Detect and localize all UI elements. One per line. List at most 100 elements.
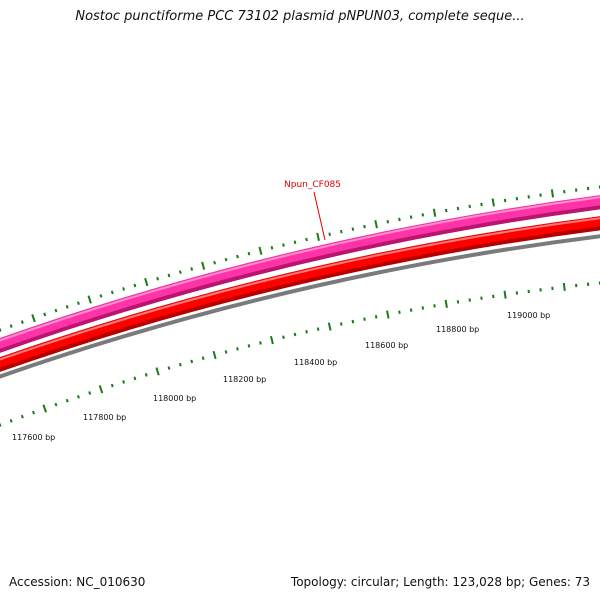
- minor-tick: [32, 410, 36, 415]
- major-tick: [386, 310, 390, 319]
- minor-tick: [374, 315, 378, 319]
- minor-tick: [351, 319, 355, 324]
- minor-tick: [468, 204, 471, 209]
- minor-tick: [363, 317, 366, 321]
- tick-label: 118200 bp: [223, 375, 266, 384]
- minor-tick: [122, 380, 126, 384]
- major-tick: [87, 295, 92, 304]
- minor-tick: [480, 202, 483, 207]
- accession-text: Accession: NC_010630: [9, 575, 146, 589]
- minor-tick: [421, 306, 425, 310]
- minor-tick: [167, 273, 171, 278]
- minor-tick: [363, 224, 366, 229]
- gene-track-red[interactable]: [0, 216, 600, 368]
- major-tick: [42, 404, 48, 413]
- minor-tick: [178, 362, 182, 367]
- minor-tick: [339, 322, 343, 326]
- minor-tick: [259, 341, 262, 345]
- minor-tick: [398, 310, 401, 315]
- minor-tick: [54, 308, 58, 313]
- tick-label: 117600 bp: [12, 433, 55, 442]
- minor-tick: [122, 287, 126, 291]
- minor-tick: [201, 356, 205, 361]
- gene-track-red-highlight: [0, 217, 600, 361]
- minor-tick: [456, 300, 460, 304]
- minor-tick: [293, 240, 297, 245]
- minor-tick: [328, 232, 332, 236]
- minor-tick: [110, 290, 114, 295]
- gene-track-pink[interactable]: [0, 195, 600, 349]
- map-title: Nostoc punctiforme PCC 73102 plasmid pNP…: [75, 9, 525, 24]
- minor-tick: [468, 298, 471, 302]
- minor-tick: [0, 328, 2, 332]
- major-tick: [550, 189, 554, 198]
- minor-tick: [54, 402, 58, 407]
- minor-tick: [270, 246, 274, 250]
- minor-tick: [9, 418, 13, 423]
- outer-ticks: [0, 185, 600, 332]
- tick-label: 118600 bp: [365, 341, 408, 350]
- gene-label-npun-cf085[interactable]: Npun_CF085: [284, 180, 341, 190]
- major-tick: [327, 322, 332, 331]
- minor-tick: [236, 254, 239, 259]
- minor-tick: [0, 423, 2, 427]
- major-tick: [258, 246, 263, 255]
- tick-label: 118000 bp: [153, 394, 196, 403]
- minor-tick: [65, 398, 69, 403]
- major-tick: [212, 350, 217, 360]
- minor-tick: [144, 373, 148, 377]
- minor-tick: [503, 198, 507, 203]
- minor-tick: [282, 335, 285, 340]
- summary-text: Topology: circular; Length: 123,028 bp; …: [290, 575, 590, 589]
- minor-tick: [236, 347, 239, 351]
- minor-tick: [167, 366, 171, 370]
- minor-tick: [247, 344, 251, 348]
- minor-tick: [133, 283, 137, 288]
- minor-tick: [156, 276, 160, 281]
- minor-tick: [20, 414, 24, 419]
- inner-ticks: [0, 281, 600, 427]
- minor-tick: [293, 332, 297, 337]
- minor-tick: [247, 251, 251, 256]
- major-tick: [562, 282, 566, 292]
- minor-tick: [444, 208, 448, 213]
- major-tick: [444, 299, 448, 308]
- minor-tick: [421, 213, 425, 217]
- major-tick: [374, 220, 378, 229]
- minor-tick: [305, 237, 308, 242]
- major-tick: [316, 232, 320, 241]
- minor-tick: [456, 206, 460, 211]
- tick-label: 117800 bp: [83, 413, 126, 422]
- gene-track-pink-highlight: [0, 196, 600, 342]
- minor-tick: [305, 330, 308, 334]
- major-tick: [503, 290, 507, 299]
- major-tick: [155, 367, 160, 376]
- major-tick: [98, 385, 104, 394]
- minor-tick: [99, 294, 103, 298]
- minor-tick: [65, 305, 69, 309]
- gene-label-leader-line: [313, 191, 326, 241]
- minor-tick: [76, 301, 80, 306]
- minor-tick: [339, 229, 343, 234]
- major-tick: [31, 314, 36, 323]
- minor-tick: [9, 324, 13, 328]
- minor-tick: [178, 270, 182, 274]
- tick-label: 119000 bp: [507, 311, 550, 320]
- minor-tick: [190, 267, 194, 271]
- major-tick: [201, 261, 206, 270]
- minor-tick: [224, 350, 228, 354]
- tick-labels: 117600 bp 117800 bp 118000 bp 118200 bp …: [12, 311, 550, 442]
- tick-label: 118400 bp: [294, 358, 337, 367]
- minor-tick: [43, 312, 47, 317]
- minor-tick: [76, 394, 80, 399]
- major-tick: [270, 335, 274, 345]
- minor-tick: [351, 227, 355, 231]
- minor-tick: [190, 359, 194, 364]
- minor-tick: [386, 220, 390, 224]
- major-tick: [144, 277, 149, 287]
- major-tick: [432, 208, 437, 217]
- minor-tick: [133, 376, 137, 381]
- minor-tick: [282, 243, 285, 247]
- minor-tick: [110, 383, 114, 388]
